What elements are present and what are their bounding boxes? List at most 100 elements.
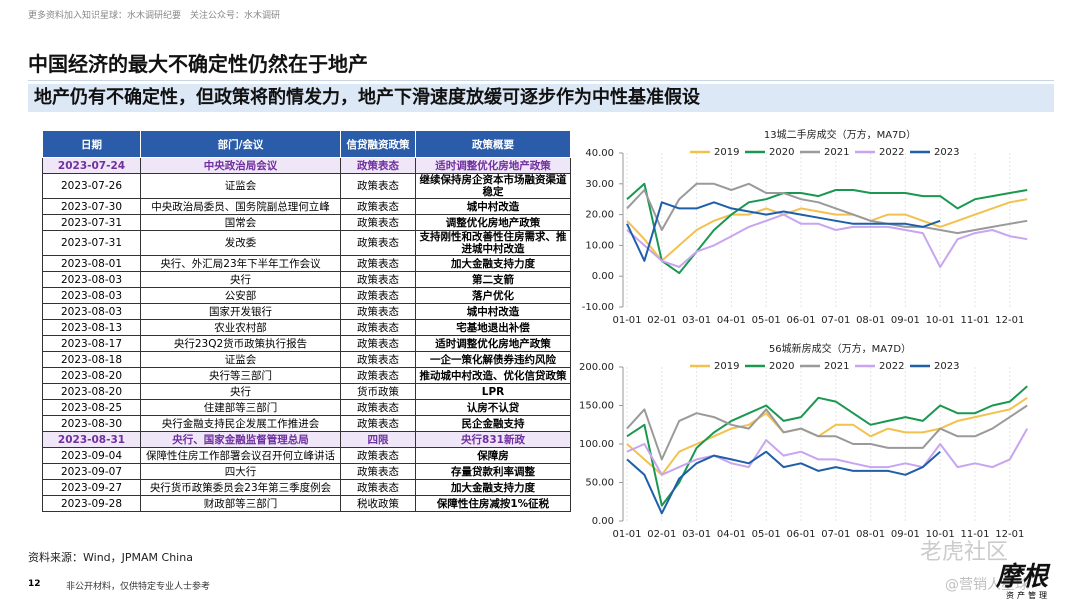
table-cell: 第二支箭 — [415, 271, 571, 288]
x-tick-label: 03-01 — [682, 315, 711, 326]
table-cell: 央行金融支持民企发展工作推进会 — [140, 415, 341, 432]
subtitle: 地产仍有不确定性，但政策将酌情发力，地产下滑速度放缓可逐步作为中性基准假设 — [28, 84, 1054, 112]
table-cell: 发改委 — [140, 230, 341, 256]
table-row: 2023-08-17 央行23Q2货币政策执行报告 政策表态 适时调整优化房地产政策 — [42, 335, 571, 352]
divider — [28, 80, 1054, 81]
table-cell: 2023-08-20 — [42, 383, 141, 400]
series-line — [626, 198, 1028, 262]
x-tick-label: 10-01 — [926, 315, 955, 326]
x-tick-label: 11-01 — [960, 529, 989, 540]
table-cell: 2023-08-17 — [42, 335, 141, 352]
table-row: 2023-08-18 证监会 政策表态 一企一策化解债券违约风险 — [42, 351, 571, 368]
logo-sub: 资产管理 — [1006, 591, 1050, 600]
policy-table: 日期 部门/会议 信贷融资政策 政策概要 2023-07-24 中央政治局会议 政策表态 适时… — [42, 130, 571, 512]
legend-label: 2020 — [769, 147, 794, 158]
legend-label: 2019 — [714, 361, 739, 372]
y-tick-label: 150.00 — [579, 401, 614, 412]
legend-label: 2021 — [824, 147, 849, 158]
x-tick-label: 02-01 — [647, 529, 676, 540]
table-cell: 落户优化 — [415, 287, 571, 304]
table-cell: 一企一策化解债券违约风险 — [415, 351, 571, 368]
watermark: @营销人星球 — [945, 577, 1029, 593]
table-cell: 央行831新政 — [415, 431, 571, 448]
y-tick-label: 200.00 — [579, 362, 614, 373]
column-header: 部门/会议 — [140, 130, 341, 158]
x-tick-label: 05-01 — [752, 529, 781, 540]
y-tick-label: 50.00 — [585, 478, 614, 489]
table-cell: 调整优化房地产政策 — [415, 214, 571, 231]
table-cell: 政策表态 — [340, 230, 416, 256]
table-cell: 央行货币政策委员会23年第三季度例会 — [140, 479, 341, 496]
table-cell: 农业农村部 — [140, 319, 341, 336]
series-line — [626, 428, 1029, 476]
table-cell: 适时调整优化房地产政策 — [415, 157, 571, 174]
table-cell: 城中村改造 — [415, 198, 571, 215]
x-tick-label: 12-01 — [995, 315, 1024, 326]
watermark: 老虎社区 — [920, 540, 1009, 565]
table-cell: 四限 — [340, 431, 416, 448]
legend-label: 2019 — [714, 147, 739, 158]
column-header: 政策概要 — [415, 130, 571, 158]
table-cell: 政策表态 — [340, 198, 416, 215]
chart-title: 13城二手房成交（万方，MA7D） — [764, 128, 916, 141]
x-tick-label: 05-01 — [752, 315, 781, 326]
legend-label: 2023 — [934, 361, 959, 372]
x-tick-label: 08-01 — [856, 529, 885, 540]
table-cell: 2023-07-31 — [42, 214, 141, 231]
table-cell: 证监会 — [140, 173, 341, 199]
x-tick-label: 09-01 — [891, 529, 920, 540]
x-tick-label: 09-01 — [891, 315, 920, 326]
table-cell: 2023-09-28 — [42, 495, 141, 512]
table-cell: 政策表态 — [340, 479, 416, 496]
series-line — [626, 385, 1028, 507]
series-line — [626, 404, 1028, 461]
table-cell: 政策表态 — [340, 399, 416, 416]
series-line — [626, 213, 1028, 268]
x-tick-label: 07-01 — [821, 529, 850, 540]
table-cell: 保障性住房减按1%征税 — [415, 495, 571, 512]
x-tick-label: 02-01 — [647, 315, 676, 326]
series-line — [626, 450, 941, 515]
x-tick-label: 01-01 — [612, 529, 641, 540]
header-note: 更多资料加入知识星球：水木调研纪要 关注公众号：水木调研 — [28, 11, 281, 21]
table-cell: 适时调整优化房地产政策 — [415, 335, 571, 352]
table-cell: 政策表态 — [340, 367, 416, 384]
x-tick-label: 06-01 — [786, 315, 815, 326]
series-line — [626, 396, 1028, 476]
table-cell: 中央政治局委员、国务院副总理何立峰 — [140, 198, 341, 215]
y-tick-label: 0.00 — [592, 271, 614, 282]
table-row: 2023-09-28 财政部等三部门 税收政策 保障性住房减按1%征税 — [42, 495, 571, 512]
x-tick-label: 04-01 — [717, 529, 746, 540]
legend-label: 2023 — [934, 147, 959, 158]
table-cell: 中央政治局会议 — [140, 157, 341, 174]
table-row: 2023-07-26 证监会 政策表态 继续保持房企资本市场融资渠道稳定 — [42, 173, 571, 199]
table-cell: 继续保持房企资本市场融资渠道稳定 — [415, 173, 571, 199]
header-row: 日期 部门/会议 信贷融资政策 政策概要 — [42, 130, 571, 158]
y-tick-label: 40.00 — [585, 148, 614, 159]
footer-note: 非公开材料，仅供特定专业人士参考 — [66, 582, 211, 592]
source: 资料来源：Wind，JPMAM China — [28, 551, 193, 564]
y-tick-label: -10.00 — [582, 302, 614, 313]
x-tick-label: 11-01 — [960, 315, 989, 326]
x-tick-label: 08-01 — [856, 315, 885, 326]
logo: 摩根 — [996, 562, 1049, 592]
table-row: 2023-08-03 公安部 政策表态 落户优化 — [42, 287, 571, 304]
table-cell: 财政部等三部门 — [140, 495, 341, 512]
legend-label: 2022 — [879, 147, 904, 158]
table-cell: 政策表态 — [340, 173, 416, 199]
x-tick-label: 06-01 — [786, 529, 815, 540]
column-header: 日期 — [42, 130, 141, 158]
y-tick-label: 20.00 — [585, 210, 614, 221]
x-tick-label: 03-01 — [682, 529, 711, 540]
y-tick-label: 10.00 — [585, 240, 614, 251]
y-tick-label: 0.00 — [592, 516, 614, 527]
x-tick-label: 12-01 — [995, 529, 1024, 540]
table-cell: 2023-08-31 — [42, 431, 141, 448]
table-row: 2023-08-31 央行、国家金融监督管理总局 四限 央行831新政 — [42, 431, 571, 448]
x-tick-label: 10-01 — [926, 529, 955, 540]
table-cell: 2023-08-01 — [42, 255, 141, 272]
table-row: 2023-08-20 央行等三部门 政策表态 推动城中村改造、优化信贷政策 — [42, 367, 571, 384]
y-tick-label: 100.00 — [579, 439, 614, 450]
